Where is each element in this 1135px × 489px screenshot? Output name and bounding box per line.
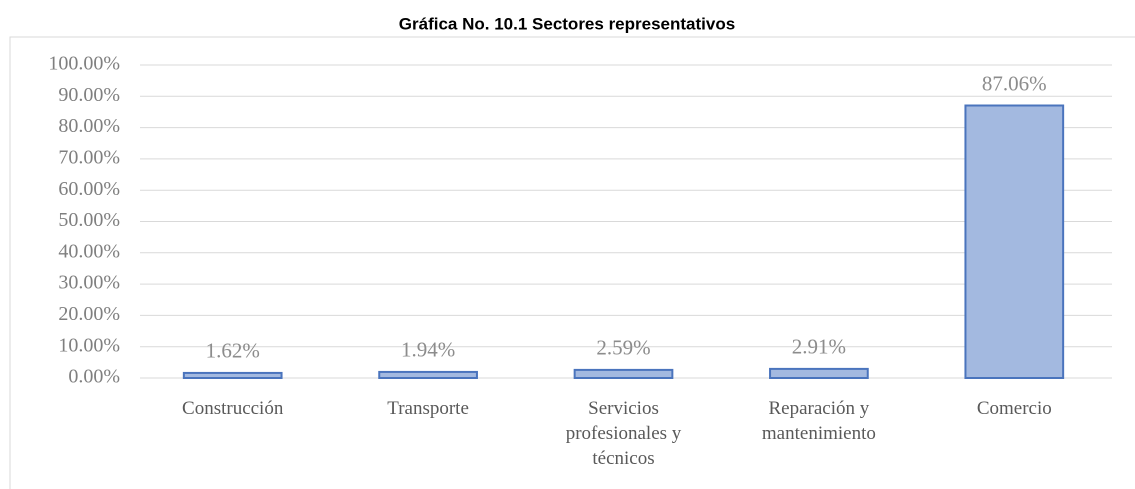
y-tick-label: 0.00% [68,366,120,388]
y-tick-label: 70.00% [58,146,120,168]
chart-title: Gráfica No. 10.1 Sectores representativo… [399,14,735,33]
x-tick-label: Comercio [976,398,1052,419]
bar [182,371,283,380]
y-tick-label: 90.00% [58,84,120,106]
bar [964,104,1065,379]
value-label: 1.62% [206,339,260,363]
y-tick-label: 40.00% [58,240,120,262]
y-tick-label: 80.00% [58,115,120,137]
x-tick-label: Reparación y mantenimiento [761,398,876,444]
y-tick-label: 50.00% [58,209,120,231]
bar [769,367,869,379]
y-tick-label: 30.00% [58,272,120,294]
value-label: 87.06% [982,71,1047,95]
value-label: 2.59% [596,336,650,360]
y-tick-label: 10.00% [58,334,120,356]
value-label: 2.91% [792,335,846,359]
bar [378,370,478,379]
x-tick-label: Transporte [387,398,469,419]
x-tick-label: Servicios profesionales y técnicos [565,398,682,469]
y-tick-label: 60.00% [58,178,120,200]
x-tick-label: Construcción [182,398,284,419]
chart-frame [9,36,1135,489]
bar [573,368,674,380]
value-label: 1.94% [401,338,455,362]
y-tick-label: 100.00% [48,53,120,75]
y-tick-label: 20.00% [58,303,120,325]
